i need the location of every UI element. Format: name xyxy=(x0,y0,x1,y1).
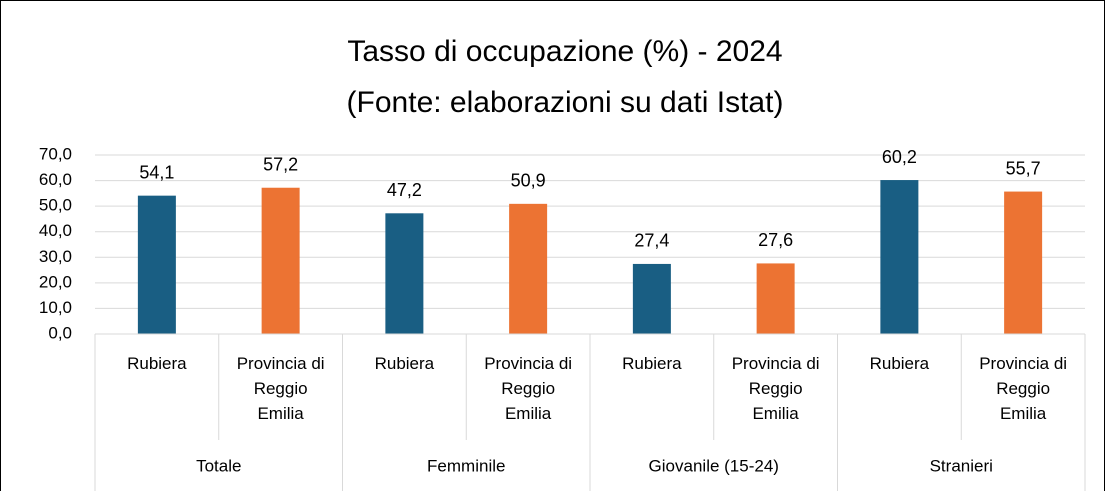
x-tick-label: Rubiera xyxy=(622,354,682,373)
data-label: 27,6 xyxy=(758,230,793,250)
label-line: Provincia di xyxy=(484,354,572,373)
label-line: Emilia xyxy=(257,404,304,423)
chart-title: Tasso di occupazione (%) - 2024 xyxy=(347,35,782,68)
label-line: Reggio xyxy=(749,379,803,398)
bar xyxy=(261,187,300,334)
y-tick-label: 0,0 xyxy=(48,323,72,342)
data-label: 50,9 xyxy=(511,171,546,191)
group-label: Stranieri xyxy=(930,456,993,475)
x-tick-label: Provincia di Reggio Emilia xyxy=(979,354,1067,423)
x-tick-label: Rubiera xyxy=(127,354,187,373)
group-label: Totale xyxy=(196,456,241,475)
y-tick-label: 30,0 xyxy=(39,247,72,266)
bar xyxy=(385,213,424,334)
data-label: 27,4 xyxy=(634,231,669,251)
y-tick-label: 60,0 xyxy=(39,170,72,189)
y-tick-label: 40,0 xyxy=(39,221,72,240)
label-line: Provincia di xyxy=(979,354,1067,373)
label-line: Provincia di xyxy=(237,354,325,373)
label-line: Rubiera xyxy=(127,354,187,373)
bar xyxy=(756,263,795,334)
label-line: Emilia xyxy=(1000,404,1047,423)
chart-subtitle: (Fonte: elaborazioni su dati Istat) xyxy=(347,86,784,119)
label-line: Reggio xyxy=(501,379,555,398)
group-label: Femminile xyxy=(427,456,505,475)
bar xyxy=(880,180,919,334)
x-tick-label: Rubiera xyxy=(870,354,930,373)
x-tick-label: Provincia di Reggio Emilia xyxy=(484,354,572,423)
x-tick-label: Provincia di Reggio Emilia xyxy=(732,354,820,423)
data-label: 47,2 xyxy=(387,180,422,200)
bar xyxy=(632,263,671,334)
data-label: 54,1 xyxy=(139,162,174,182)
label-line: Emilia xyxy=(505,404,552,423)
label-line: Rubiera xyxy=(375,354,435,373)
label-line: Rubiera xyxy=(622,354,682,373)
y-tick-label: 20,0 xyxy=(39,272,72,291)
data-label: 60,2 xyxy=(882,147,917,167)
data-label: 55,7 xyxy=(1006,158,1041,178)
label-line: Rubiera xyxy=(870,354,930,373)
y-tick-label: 70,0 xyxy=(39,144,72,163)
x-tick-label: Provincia di Reggio Emilia xyxy=(237,354,325,423)
y-tick-label: 50,0 xyxy=(39,196,72,215)
label-line: Provincia di xyxy=(732,354,820,373)
bar xyxy=(137,195,176,334)
bar xyxy=(1004,191,1043,334)
x-tick-label: Rubiera xyxy=(375,354,435,373)
label-line: Reggio xyxy=(996,379,1050,398)
y-tick-label: 10,0 xyxy=(39,298,72,317)
bar xyxy=(509,203,548,334)
label-line: Emilia xyxy=(752,404,799,423)
group-label: Giovanile (15-24) xyxy=(649,456,779,475)
label-line: Reggio xyxy=(254,379,308,398)
data-label: 57,2 xyxy=(263,154,298,174)
